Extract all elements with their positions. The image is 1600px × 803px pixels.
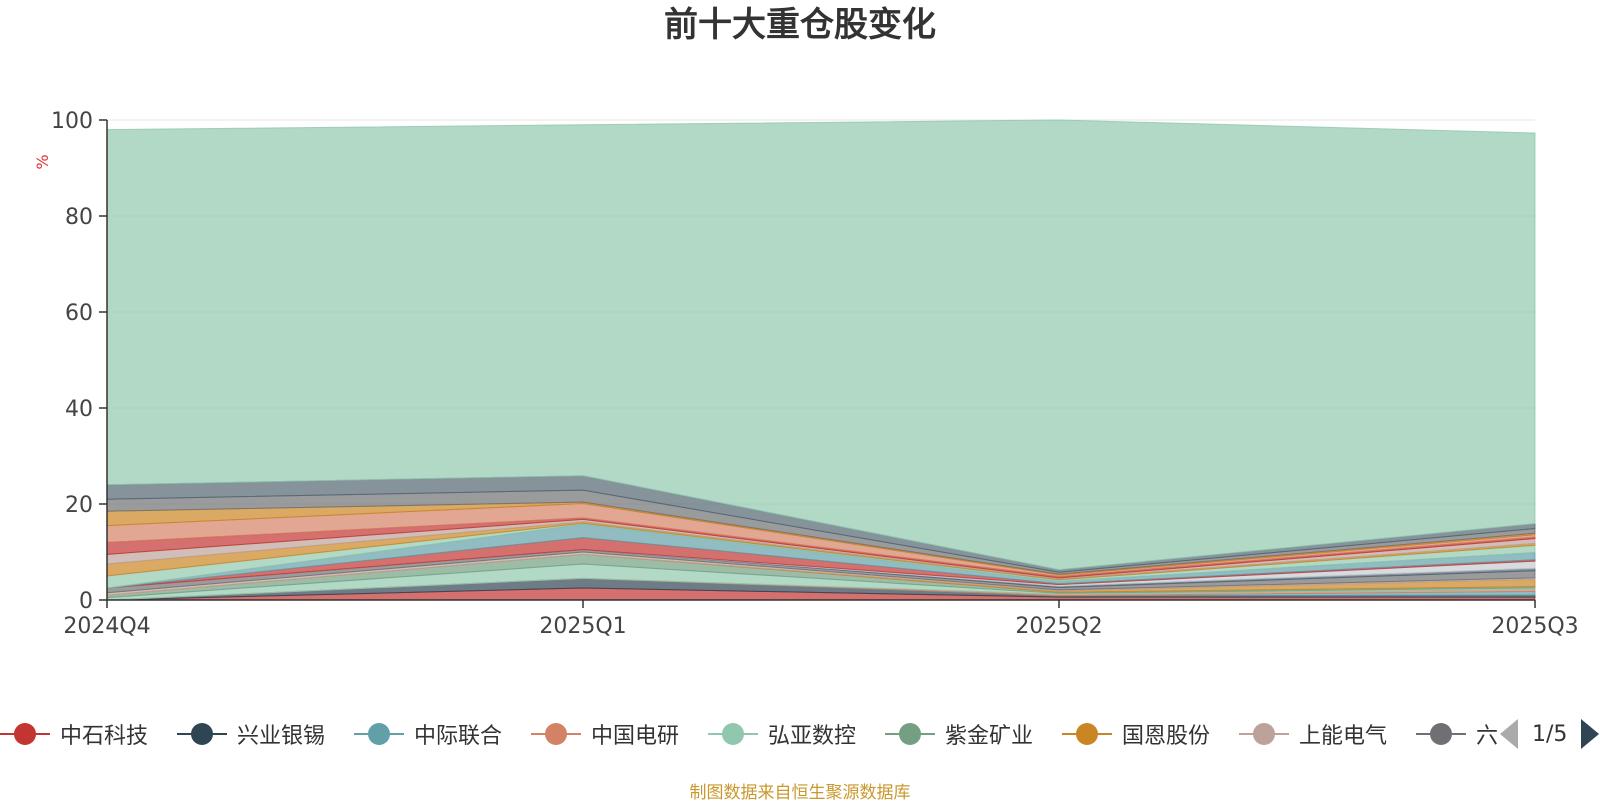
axes: 0 20 40 60 80 100 2024Q4 2025Q1 2025Q2 2025Q3 [51, 109, 1579, 639]
legend-marker-icon [1416, 722, 1466, 746]
legend-item[interactable]: 兴业银锡 [177, 712, 325, 756]
legend-marker-icon [1239, 722, 1289, 746]
legend-label: 中石科技 [60, 724, 149, 749]
y-tick-label: 80 [65, 205, 93, 230]
y-tick-label: 20 [65, 493, 93, 518]
area-series-22 [106, 119, 1536, 571]
legend-item[interactable]: 中石科技 [0, 712, 148, 756]
legend-pager: 1/5 [1500, 714, 1600, 754]
legend-item[interactable]: 国恩股份 [1062, 712, 1210, 756]
legend-item[interactable]: 弘亚数控 [708, 712, 856, 756]
y-tick-label: 40 [65, 397, 93, 422]
legend-prev-page-icon[interactable] [1500, 719, 1518, 749]
y-axis-label: % [33, 154, 52, 169]
y-tick-label: 60 [65, 301, 93, 326]
legend-label: 中际联合 [414, 724, 503, 749]
legend-marker-icon [0, 722, 50, 746]
legend-item[interactable]: 中际联合 [354, 712, 502, 756]
legend-label: 六 [1476, 724, 1499, 749]
legend-label: 国恩股份 [1122, 724, 1211, 749]
legend-label: 上能电气 [1299, 724, 1388, 749]
chart-title: 前十大重仓股变化 [664, 5, 936, 45]
legend-item[interactable]: 紫金矿业 [885, 712, 1033, 756]
legend-label: 紫金矿业 [945, 724, 1034, 749]
y-tick-label: 0 [79, 589, 93, 614]
legend-item[interactable]: 中国电研 [531, 712, 679, 756]
legend-item[interactable]: 六 [1416, 712, 1498, 756]
legend-label: 弘亚数控 [768, 724, 857, 749]
legend-marker-icon [1062, 722, 1112, 746]
legend-marker-icon [885, 722, 935, 746]
legend-item[interactable]: 上能电气 [1239, 712, 1387, 756]
legend-marker-icon [177, 722, 227, 746]
x-tick-label: 2025Q3 [1491, 614, 1578, 639]
legend-marker-icon [708, 722, 758, 746]
legend-marker-icon [354, 722, 404, 746]
legend-label: 兴业银锡 [237, 724, 326, 749]
legend-page-indicator: 1/5 [1532, 721, 1568, 747]
x-tick-label: 2024Q4 [63, 614, 150, 639]
legend-marker-icon [531, 722, 581, 746]
area-series [106, 119, 1536, 601]
x-tick-label: 2025Q2 [1015, 614, 1102, 639]
legend-label: 中国电研 [591, 724, 680, 749]
legend: 中石科技 兴业银锡 中际联合 中国电研 弘亚数控 紫金矿业 国恩股份 上能电气 六 [0, 712, 1600, 756]
y-tick-label: 100 [51, 109, 93, 134]
source-note: 制图数据来自恒生聚源数据库 [689, 783, 911, 803]
legend-next-page-icon[interactable] [1581, 719, 1600, 749]
x-tick-label: 2025Q1 [539, 614, 626, 639]
